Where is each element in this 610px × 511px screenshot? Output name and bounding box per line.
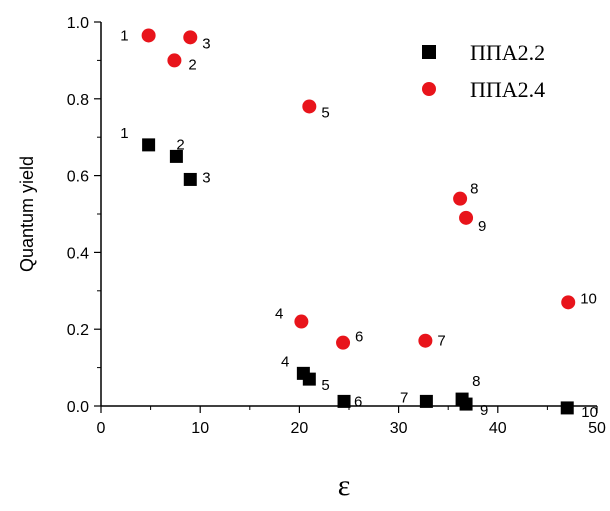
data-point-square <box>560 401 574 415</box>
point-label: 6 <box>355 329 363 346</box>
data-point-circle <box>183 30 198 45</box>
data-point-circle <box>459 210 474 225</box>
data-point-circle <box>294 314 309 329</box>
point-label: 9 <box>480 402 488 419</box>
data-point-square <box>142 138 156 152</box>
data-point-circle <box>561 295 576 310</box>
point-label: 5 <box>321 104 329 121</box>
data-point-circle <box>302 99 317 114</box>
point-label: 1 <box>120 125 128 142</box>
point-label: 3 <box>202 169 210 186</box>
y-tick-label: 0.6 <box>67 169 89 186</box>
x-tick-label: 40 <box>489 420 507 437</box>
point-label: 2 <box>176 136 184 153</box>
y-tick-label: 0.2 <box>67 322 89 339</box>
data-point-circle <box>453 191 468 206</box>
point-label: 10 <box>581 404 598 421</box>
x-tick-label: 50 <box>588 420 606 437</box>
x-tick-label: 30 <box>390 420 408 437</box>
data-point-square <box>169 149 183 163</box>
data-point-circle <box>336 335 351 350</box>
point-label: 7 <box>437 333 445 350</box>
point-label: 10 <box>580 290 597 307</box>
x-tick-label: 20 <box>291 420 309 437</box>
data-point-circle <box>418 333 433 348</box>
point-label: 8 <box>470 181 478 198</box>
legend-marker-square <box>422 45 436 59</box>
legend-label: ППА2.4 <box>470 77 545 102</box>
data-point-square <box>337 394 351 408</box>
point-label: 9 <box>478 218 486 235</box>
y-tick-label: 1.0 <box>67 15 89 32</box>
x-tick-label: 10 <box>191 420 209 437</box>
data-point-circle <box>167 53 182 68</box>
data-point-square <box>183 172 197 186</box>
data-marks <box>141 28 576 415</box>
ticks: 0 10 20 30 40 50 0.0 0.2 0.4 0.6 0.8 1.0 <box>67 15 606 437</box>
data-point-circle <box>141 28 156 43</box>
x-axis-title: ε <box>338 469 351 502</box>
point-label: 2 <box>188 56 196 73</box>
x-tick-label: 0 <box>97 420 106 437</box>
point-label: 1 <box>120 27 128 44</box>
point-label: 5 <box>321 377 329 394</box>
legend-label: ППА2.2 <box>470 40 545 65</box>
data-point-square <box>459 397 473 411</box>
legend-marker-circle <box>422 82 436 96</box>
point-label: 8 <box>472 373 480 390</box>
legend: ППА2.2 ППА2.4 <box>422 40 545 102</box>
y-axis-title: Quantum yield <box>17 156 37 272</box>
y-tick-label: 0.8 <box>67 92 89 109</box>
data-point-square <box>302 372 316 386</box>
point-label: 4 <box>275 306 283 323</box>
y-tick-label: 0.0 <box>67 399 89 416</box>
point-label: 3 <box>202 35 210 52</box>
y-tick-label: 0.4 <box>67 245 89 262</box>
point-label: 6 <box>354 393 362 410</box>
point-label: 7 <box>400 389 408 406</box>
point-label: 4 <box>281 353 289 370</box>
data-point-square <box>419 394 433 408</box>
